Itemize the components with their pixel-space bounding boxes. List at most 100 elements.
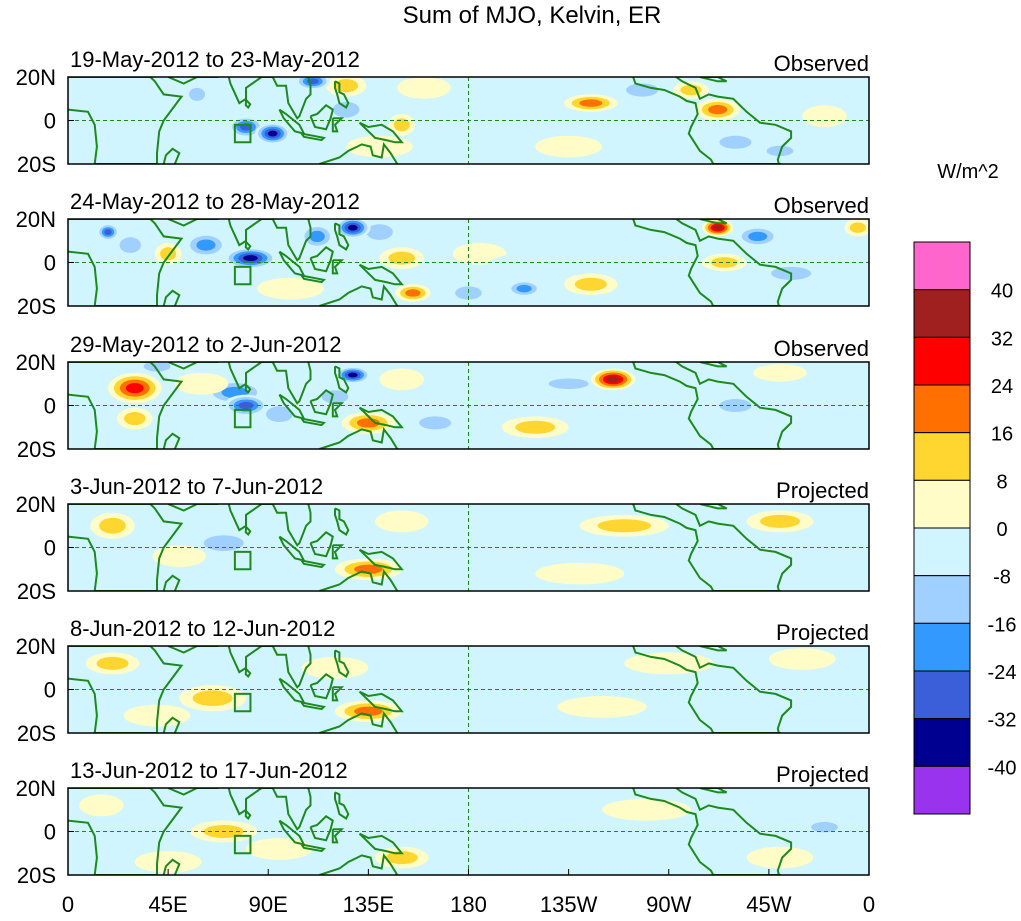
colorbar-label: 32 bbox=[991, 328, 1013, 350]
map-panel: 20N 0 20S 8-Jun-2012 to 12-Jun-2012 Projecte… bbox=[16, 616, 870, 746]
anomaly-blob bbox=[768, 648, 836, 670]
coastline-borneo bbox=[309, 104, 334, 131]
coastline-java bbox=[300, 701, 326, 711]
anomaly-blob bbox=[424, 798, 491, 821]
anomaly-blob bbox=[506, 279, 542, 298]
colorbar-label: 16 bbox=[991, 424, 1013, 446]
colorbar-swatch bbox=[913, 432, 971, 481]
region-box bbox=[233, 834, 252, 855]
panel-period-label: 3-Jun-2012 to 7-Jun-2012 bbox=[70, 474, 323, 499]
colorbar-label: 40 bbox=[991, 281, 1013, 303]
colorbar-label: -24 bbox=[988, 662, 1017, 684]
coastlines bbox=[68, 788, 793, 875]
coastlines bbox=[68, 646, 793, 733]
panel-status-label: Projected bbox=[776, 478, 869, 503]
map-panel: 20N 0 20S 24-May-2012 to 28-May-2012 Observe… bbox=[16, 189, 870, 319]
anomaly-contour bbox=[691, 536, 758, 559]
anomaly-blob bbox=[708, 131, 763, 154]
coastline-caribbean bbox=[699, 219, 728, 225]
anomaly-contour bbox=[375, 510, 429, 533]
coastline-madagascar bbox=[162, 574, 181, 591]
region-box bbox=[233, 692, 252, 713]
anomaly-blob bbox=[802, 105, 847, 128]
anomaly-contour bbox=[379, 368, 424, 391]
anomaly-blob bbox=[152, 545, 206, 568]
anomaly-blob bbox=[557, 696, 647, 718]
anomaly-blob bbox=[746, 846, 814, 869]
colorbar-label: 8 bbox=[996, 471, 1007, 493]
coastline-caribbean bbox=[699, 362, 728, 368]
anomaly-contour bbox=[104, 229, 112, 235]
colorbar-swatch bbox=[913, 765, 971, 815]
y-tick-label: 20N bbox=[16, 207, 56, 232]
anomaly-blob bbox=[90, 512, 135, 539]
coastline-americas bbox=[632, 77, 793, 164]
anomaly-contour bbox=[513, 829, 602, 852]
colorbar-swatch bbox=[913, 336, 971, 386]
coastline-sri-lanka bbox=[244, 526, 252, 537]
coastline-americas bbox=[632, 504, 793, 591]
anomaly-blob bbox=[112, 232, 149, 259]
anomaly-contour bbox=[711, 257, 738, 268]
y-tick-label: 20S bbox=[17, 152, 56, 177]
anomaly-blob bbox=[257, 277, 324, 300]
coastline-philippines bbox=[334, 507, 350, 536]
coastline-java bbox=[300, 843, 326, 853]
anomaly-contour bbox=[535, 135, 602, 158]
anomaly-blob bbox=[452, 242, 507, 265]
anomaly-blob bbox=[702, 811, 769, 834]
coastline-madagascar bbox=[162, 147, 181, 164]
coastline-borneo bbox=[309, 531, 334, 558]
anomaly-blob bbox=[535, 375, 602, 393]
anomaly-contour bbox=[301, 656, 369, 679]
coastline-arabia-india bbox=[167, 788, 312, 831]
anomaly-blob bbox=[190, 530, 258, 557]
coastline-sulawesi bbox=[331, 544, 345, 560]
colorbar-units-label: W/m^2 bbox=[937, 161, 999, 183]
anomaly-contour bbox=[574, 277, 607, 291]
colorbar-swatch bbox=[913, 384, 971, 434]
anomaly-blob bbox=[702, 253, 747, 272]
coastline-sulawesi bbox=[331, 828, 345, 844]
anomaly-blob bbox=[326, 77, 367, 97]
coastline-arabia-india bbox=[167, 646, 312, 689]
map-panel: 20N 0 20S 19-May-2012 to 23-May-2012 Observe… bbox=[16, 47, 870, 177]
anomaly-blob bbox=[642, 375, 696, 393]
anomaly-contour bbox=[468, 661, 536, 683]
anomaly-blob bbox=[746, 510, 814, 533]
anomaly-field bbox=[79, 794, 847, 873]
coastline-australia bbox=[319, 710, 399, 733]
anomaly-contour bbox=[780, 554, 847, 576]
coastline-new-guinea bbox=[358, 406, 404, 429]
anomaly-blob bbox=[108, 372, 162, 404]
panel-status-label: Projected bbox=[776, 620, 869, 645]
anomaly-blob bbox=[116, 407, 153, 430]
anomaly-contour bbox=[607, 376, 620, 383]
anomaly-contour bbox=[346, 135, 413, 158]
anomaly-contour bbox=[388, 251, 416, 265]
anomaly-blob bbox=[780, 554, 847, 576]
anomaly-contour bbox=[708, 104, 728, 115]
coastline-australia bbox=[319, 141, 399, 164]
anomaly-blob bbox=[379, 368, 424, 391]
anomaly-contour bbox=[203, 535, 244, 551]
anomaly-contour bbox=[602, 798, 691, 821]
anomaly-blob bbox=[535, 562, 625, 585]
anomaly-contour bbox=[748, 231, 768, 242]
anomaly-blob bbox=[388, 113, 416, 136]
coastline-africa bbox=[68, 77, 184, 164]
anomaly-contour bbox=[279, 506, 347, 528]
anomaly-blob bbox=[257, 401, 302, 428]
anomaly-contour bbox=[753, 364, 807, 382]
anomaly-contour bbox=[90, 79, 135, 101]
coastline-madagascar bbox=[162, 432, 181, 449]
anomaly-blob bbox=[179, 685, 246, 712]
anomaly-blob bbox=[183, 232, 229, 259]
panel-status-label: Observed bbox=[774, 193, 869, 218]
anomaly-contour bbox=[746, 846, 814, 869]
coastline-new-guinea bbox=[358, 263, 404, 286]
anomaly-blob bbox=[79, 794, 124, 817]
coastline-americas bbox=[632, 788, 793, 875]
anomaly-blob bbox=[468, 661, 536, 683]
anomaly-contour bbox=[79, 794, 124, 817]
